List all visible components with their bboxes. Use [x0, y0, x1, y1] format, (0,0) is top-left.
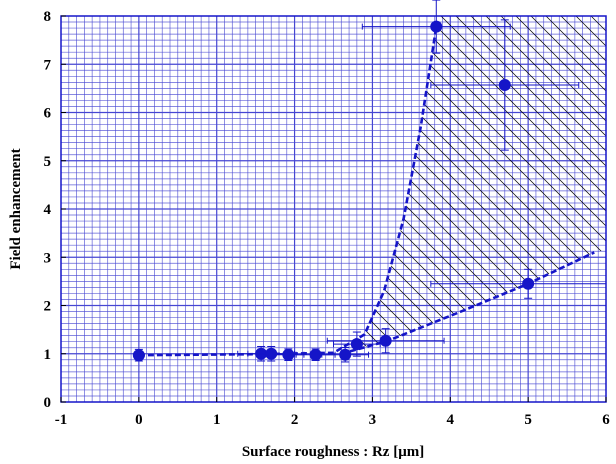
hatch-line — [395, 16, 606, 352]
x-tick-label: 0 — [135, 412, 143, 428]
data-point — [326, 328, 445, 354]
hatch-line — [0, 16, 2, 402]
x-tick-label: 5 — [524, 412, 532, 428]
y-tick-label: 0 — [44, 395, 52, 411]
data-point — [132, 348, 145, 362]
x-tick-label: 3 — [369, 412, 377, 428]
point-marker — [522, 277, 535, 290]
y-tick-label: 5 — [44, 154, 52, 170]
y-axis-ticks: 0 1 2 3 4 5 6 7 8 — [44, 9, 66, 411]
x-tick-label: 1 — [213, 412, 221, 428]
lower-curve — [340, 251, 595, 356]
hatch-line — [410, 16, 606, 352]
point-marker — [265, 347, 278, 360]
hatch-line — [530, 16, 606, 352]
hatch-line — [605, 16, 606, 352]
hatch-line — [425, 16, 606, 352]
x-axis-ticks: -1 0 1 2 3 4 5 6 — [55, 397, 610, 428]
point-marker — [430, 20, 443, 33]
point-marker — [379, 334, 392, 347]
y-tick-label: 2 — [44, 299, 52, 315]
point-marker — [282, 348, 295, 361]
hatch-line — [365, 16, 606, 352]
x-tick-label: 6 — [602, 412, 610, 428]
hatch-line — [500, 16, 606, 352]
x-tick-label: -1 — [55, 412, 68, 428]
y-tick-label: 1 — [44, 347, 52, 363]
y-tick-label: 8 — [44, 9, 52, 25]
hatch-line — [455, 16, 606, 352]
data-points — [132, 0, 607, 363]
point-marker — [350, 338, 363, 351]
hatch-line — [470, 16, 606, 352]
point-marker — [339, 348, 352, 361]
data-point — [272, 348, 305, 362]
hatch-line — [515, 16, 606, 352]
point-marker — [309, 348, 322, 361]
hatch-line — [485, 16, 606, 352]
y-axis-label: Field enhancement — [8, 148, 24, 269]
hatch-line — [380, 16, 606, 352]
y-tick-label: 4 — [44, 202, 52, 218]
data-point — [430, 19, 580, 151]
y-tick-label: 3 — [44, 250, 52, 266]
point-marker — [132, 349, 145, 362]
point-marker — [498, 78, 511, 91]
y-tick-label: 7 — [44, 57, 52, 73]
x-tick-label: 4 — [447, 412, 455, 428]
x-axis-label: Surface roughness : Rz [μm] — [242, 444, 424, 460]
data-point — [321, 346, 370, 363]
hatch-line — [349, 16, 438, 352]
y-tick-label: 6 — [44, 106, 52, 122]
grid — [61, 16, 606, 402]
data-point — [361, 0, 511, 54]
x-tick-label: 2 — [291, 412, 299, 428]
